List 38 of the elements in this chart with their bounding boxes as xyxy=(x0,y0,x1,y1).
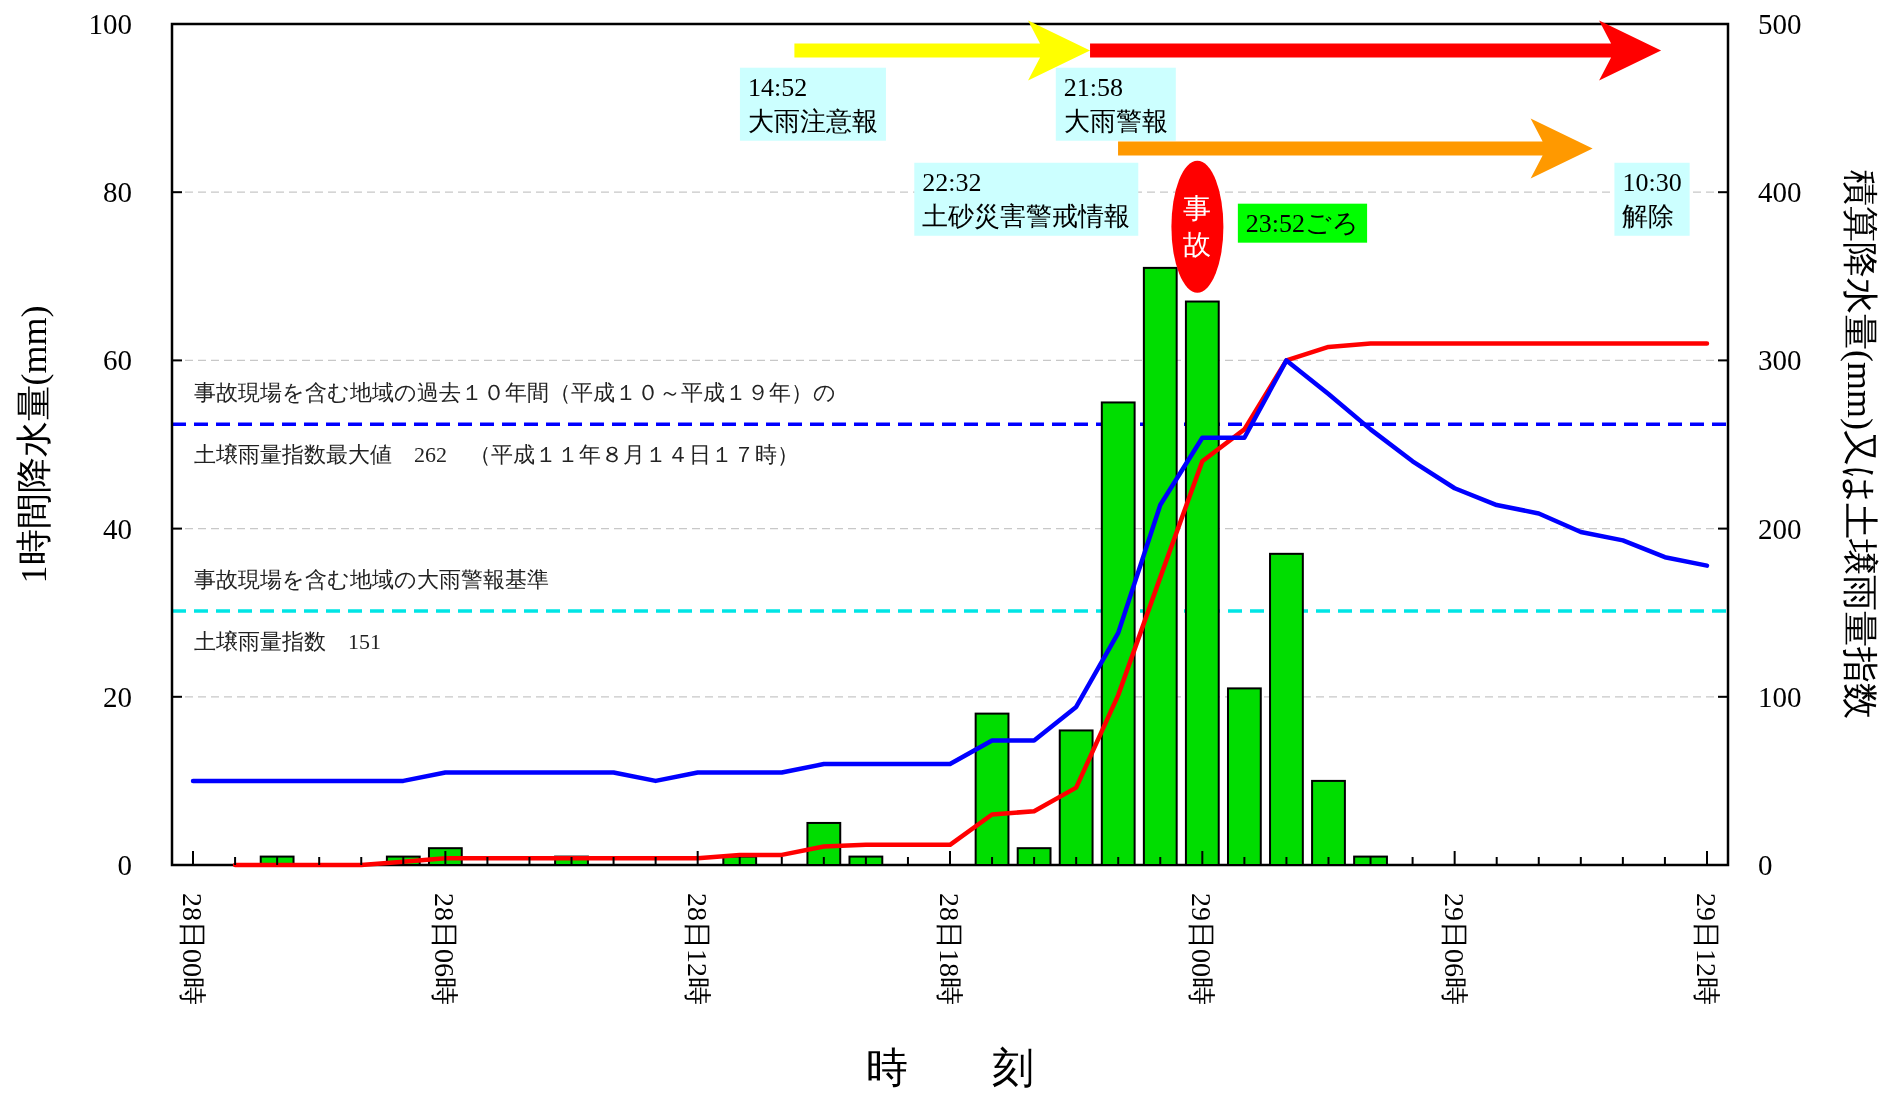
x-tick-label: 28日18時 xyxy=(934,893,965,1005)
annotation: 事故 xyxy=(1183,192,1212,260)
annotation: 土壌雨量指数最大値 262 （平成１１年８月１４日１７時） xyxy=(194,442,799,468)
annotation: 21:58 大雨警報 xyxy=(1055,67,1176,141)
y2-axis-title: 積算降水量(mm)又は土壌雨量指数 xyxy=(1840,170,1880,719)
annotation: 事故 xyxy=(1171,160,1224,293)
annotation: 22:32 土砂災害警戒情報 xyxy=(922,167,1131,231)
y2-tick-label: 0 xyxy=(1758,849,1773,881)
x-axis-title: 時 刻 xyxy=(866,1045,1034,1091)
y-tick-label: 100 xyxy=(88,8,132,40)
ref-line-label: 事故現場を含む地域の過去１０年間（平成１０～平成１９年）の xyxy=(194,380,836,406)
y2-tick-label: 300 xyxy=(1758,344,1802,377)
annotation: 14:52 大雨注意報 xyxy=(739,67,886,141)
y2-tick-label: 500 xyxy=(1758,8,1802,40)
y2-tick-label: 200 xyxy=(1758,512,1802,545)
x-tick-label: 28日06時 xyxy=(429,893,461,1005)
ref-line-label: 事故現場を含む地域の大雨警報基準 xyxy=(194,567,549,593)
y-tick-label: 0 xyxy=(117,849,132,881)
x-tick-label: 29日06時 xyxy=(1438,893,1470,1005)
annotation: 22:32 土砂災害警戒情報 xyxy=(914,162,1139,236)
annotation: 23:52ごろ xyxy=(1237,203,1368,243)
x-tick-label: 29日00時 xyxy=(1186,893,1218,1005)
y-axis-title: 1時間降水量(mm) xyxy=(14,305,54,584)
y-tick-label: 80 xyxy=(103,176,132,209)
y2-tick-label: 400 xyxy=(1758,176,1802,209)
y2-tick-label: 100 xyxy=(1758,680,1802,713)
y-tick-label: 40 xyxy=(103,512,132,545)
x-tick-label: 28日12時 xyxy=(681,893,713,1005)
annotation: 10:30 解除 xyxy=(1614,162,1690,236)
annotation: 21:58 大雨警報 xyxy=(1063,72,1168,136)
annotation: 10:30 解除 xyxy=(1622,167,1682,231)
annotation: 土壌雨量指数 151 xyxy=(194,629,381,654)
annotation: 14:52 大雨注意報 xyxy=(747,72,878,136)
x-tick-label: 28日00時 xyxy=(177,893,209,1005)
x-tick-label: 29日12時 xyxy=(1690,893,1722,1005)
y-tick-label: 60 xyxy=(103,344,132,377)
y-tick-label: 20 xyxy=(103,680,132,713)
annotation: 23:52ごろ xyxy=(1245,208,1360,238)
